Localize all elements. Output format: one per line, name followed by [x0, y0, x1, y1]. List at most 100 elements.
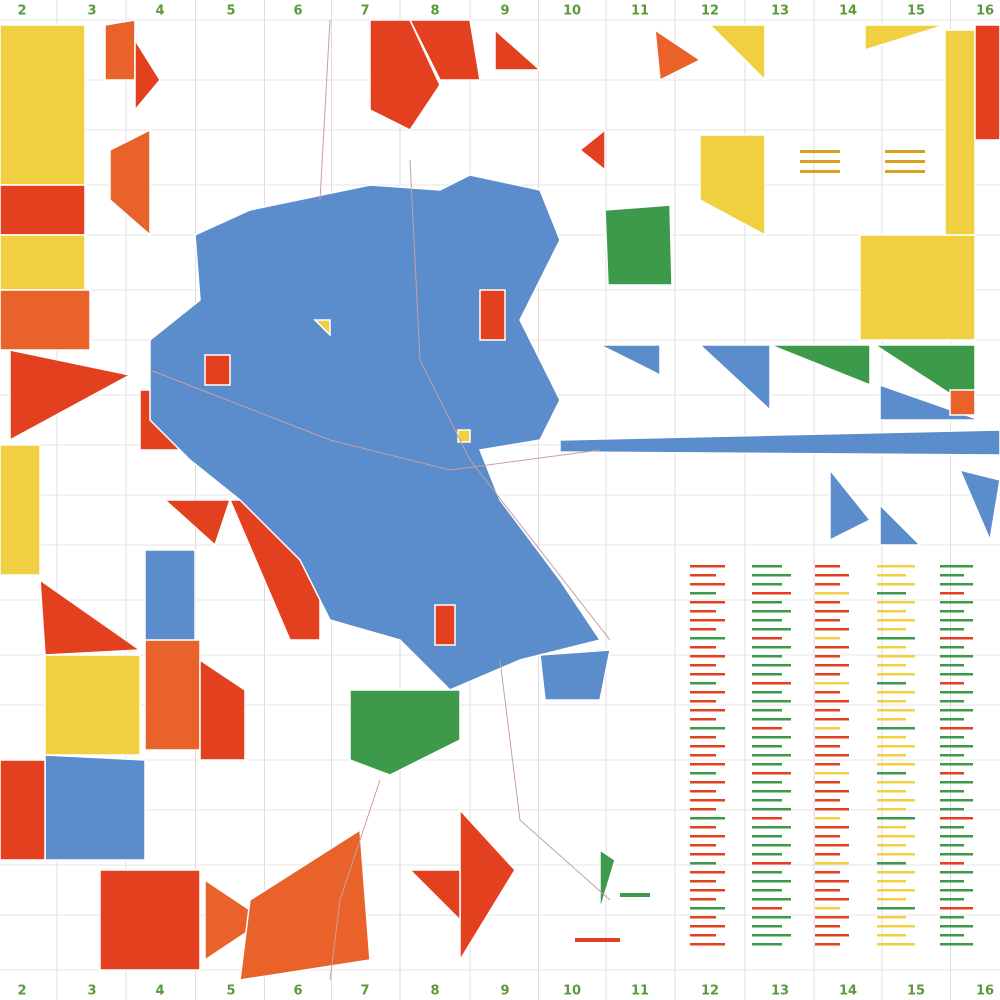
column-label: 9 [500, 4, 509, 19]
legend-entry [752, 682, 791, 685]
legend-entry [940, 916, 964, 919]
legend-entry [940, 610, 964, 613]
legend-entry [690, 565, 725, 568]
legend-entry [940, 655, 973, 658]
legend-entry [877, 835, 915, 838]
legend-entry [752, 781, 782, 784]
legend-entry [815, 655, 840, 658]
legend-entry [877, 619, 915, 622]
parcel [0, 759, 46, 861]
legend-entry [752, 898, 791, 901]
legend-entry [877, 925, 915, 928]
legend-entry [690, 574, 716, 577]
column-label: 13 [771, 984, 789, 999]
legend-entry [877, 691, 915, 694]
column-label: 4 [155, 984, 164, 999]
legend-entry [690, 610, 716, 613]
legend-entry [877, 772, 906, 775]
parcel [199, 658, 246, 761]
legend-entry [752, 772, 791, 775]
legend-entry [877, 592, 906, 595]
legend-entry [877, 628, 906, 631]
legend-entry [690, 862, 716, 865]
parcel [9, 349, 133, 442]
legend-entry [690, 646, 716, 649]
legend-entry [815, 916, 849, 919]
parcel [39, 578, 143, 656]
legend-entry [885, 170, 925, 173]
legend-entry [815, 925, 840, 928]
legend-entry [877, 763, 915, 766]
parcel [0, 184, 86, 236]
legend-entry [940, 691, 973, 694]
column-label: 11 [631, 984, 649, 999]
legend-entry [752, 790, 791, 793]
legend-entry [940, 673, 973, 676]
parcel [539, 649, 611, 701]
legend-entry [815, 700, 849, 703]
legend-entry [940, 889, 973, 892]
legend-entry [690, 664, 716, 667]
legend-entry [940, 637, 973, 640]
legend-entry [940, 943, 973, 946]
legend-entry [752, 664, 791, 667]
parcel [408, 19, 481, 81]
legend-entry [690, 754, 716, 757]
legend-entry [690, 844, 716, 847]
legend-entry [752, 736, 791, 739]
parcel [958, 468, 1000, 543]
legend-entry [940, 574, 964, 577]
legend-entry [940, 592, 964, 595]
column-label: 6 [293, 4, 302, 19]
legend-entry [940, 718, 964, 721]
legend-entry [940, 565, 973, 568]
legend-entry [940, 817, 973, 820]
column-label: 2 [17, 984, 26, 999]
legend-entry [690, 763, 725, 766]
scale-bar [575, 938, 620, 942]
legend-entry [752, 691, 782, 694]
legend-entry [690, 907, 725, 910]
column-label: 8 [430, 4, 439, 19]
legend-entry [940, 808, 964, 811]
legend-entry [815, 682, 849, 685]
column-label: 7 [360, 984, 369, 999]
legend-entry [815, 907, 840, 910]
legend-entry [940, 628, 964, 631]
legend-entry [752, 655, 782, 658]
legend-entry [752, 709, 782, 712]
legend-entry [877, 817, 915, 820]
legend-entry [940, 925, 973, 928]
legend-entry [752, 745, 782, 748]
legend-entry [877, 601, 915, 604]
legend-entry [877, 646, 906, 649]
legend-entry [815, 817, 840, 820]
legend-entry [690, 655, 725, 658]
legend-entry [815, 736, 849, 739]
column-label: 11 [631, 4, 649, 19]
legend-entry [815, 637, 840, 640]
legend-entry [940, 898, 964, 901]
legend-entry [940, 781, 973, 784]
legend-entry [752, 862, 791, 865]
legend-entry [877, 799, 915, 802]
legend-entry [690, 790, 716, 793]
legend-entry [690, 583, 725, 586]
column-label: 2 [17, 4, 26, 19]
legend-entry [690, 817, 725, 820]
legend-entry [940, 601, 973, 604]
legend-entry [815, 754, 849, 757]
column-label: 12 [701, 984, 719, 999]
column-label: 9 [500, 984, 509, 999]
parcel [434, 604, 456, 646]
parcel [408, 869, 461, 922]
legend-entry [690, 799, 725, 802]
legend-entry [877, 727, 915, 730]
legend-entry [877, 826, 906, 829]
legend-entry [815, 727, 840, 730]
legend-entry [877, 673, 915, 676]
parcel [99, 869, 201, 971]
legend-entry [800, 150, 840, 153]
legend-entry [940, 709, 973, 712]
